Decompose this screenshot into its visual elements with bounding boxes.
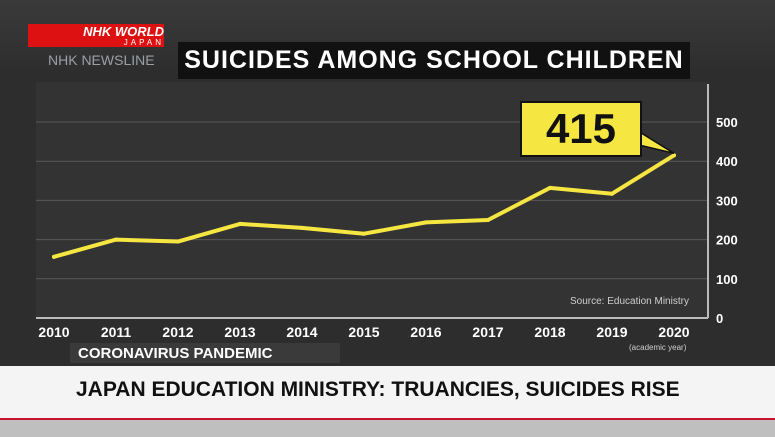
x-tick-label: 2010 xyxy=(38,324,69,340)
x-tick-label: 2018 xyxy=(534,324,565,340)
topic-label: CORONAVIRUS PANDEMIC xyxy=(78,345,273,362)
x-tick-label: 2014 xyxy=(286,324,317,340)
x-tick-label: 2016 xyxy=(410,324,441,340)
headline-lower-strip xyxy=(0,420,775,437)
x-tick-label: 2017 xyxy=(472,324,503,340)
y-tick-label: 300 xyxy=(716,193,738,208)
headline-bar xyxy=(0,366,775,420)
headline: JAPAN EDUCATION MINISTRY: TRUANCIES, SUI… xyxy=(76,378,680,401)
data-point xyxy=(238,221,242,226)
logo-brand: NHK WORLD xyxy=(28,24,164,39)
broadcaster-logo: NHK WORLD JAPAN xyxy=(28,24,164,47)
topic-strip xyxy=(70,343,340,363)
data-point xyxy=(52,254,56,259)
x-tick-labels: 2010 2011 2012 2013 2014 2015 2016 2017 2018 2019… xyxy=(38,324,689,340)
y-tick-labels: 0 100 200 300 400 500 xyxy=(716,115,738,326)
chart-title: SUICIDES AMONG SCHOOL CHILDREN xyxy=(178,42,690,79)
data-point xyxy=(610,191,614,196)
y-tick-label: 500 xyxy=(716,115,738,130)
x-tick-label: 2012 xyxy=(162,324,193,340)
data-point xyxy=(176,239,180,244)
source-label: Source: Education Ministry xyxy=(570,296,689,307)
y-tick-label: 400 xyxy=(716,154,738,169)
x-tick-label: 2011 xyxy=(101,324,132,340)
data-point xyxy=(672,153,676,158)
x-tick-label: 2015 xyxy=(348,324,379,340)
y-tick-label: 100 xyxy=(716,272,738,287)
value-callout: 415 xyxy=(520,101,642,157)
logo-sub: JAPAN xyxy=(28,38,164,47)
series xyxy=(52,153,676,259)
y-tick-label: 0 xyxy=(716,311,723,326)
data-point xyxy=(548,185,552,190)
y-tick-label: 200 xyxy=(716,233,738,248)
data-point xyxy=(300,225,304,230)
x-tick-label: 2020 xyxy=(658,324,689,340)
data-point xyxy=(424,220,428,225)
x-tick-label: 2013 xyxy=(224,324,255,340)
axes xyxy=(36,84,709,319)
data-point xyxy=(114,237,118,242)
x-tick-label: 2019 xyxy=(596,324,627,340)
headline-accent-line xyxy=(0,418,775,421)
channel-label: NHK NEWSLINE xyxy=(48,52,155,68)
x-unit-label: (academic year) xyxy=(629,343,687,352)
data-point xyxy=(362,231,366,236)
data-point xyxy=(486,218,490,222)
